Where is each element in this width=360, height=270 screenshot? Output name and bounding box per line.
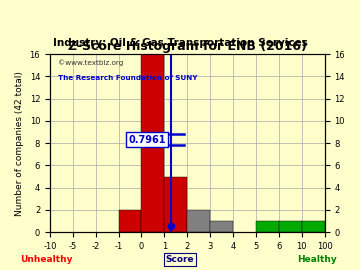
Text: ©www.textbiz.org: ©www.textbiz.org <box>58 59 123 66</box>
Bar <box>141 54 165 232</box>
Text: 0.7961: 0.7961 <box>129 134 166 144</box>
Bar <box>256 221 279 232</box>
Text: Score: Score <box>166 255 194 264</box>
Y-axis label: Number of companies (42 total): Number of companies (42 total) <box>15 71 24 215</box>
Text: Industry: Oil & Gas Transportation Services: Industry: Oil & Gas Transportation Servi… <box>53 38 307 48</box>
Bar <box>165 177 187 232</box>
Title: Z-Score Histogram for ENB (2016): Z-Score Histogram for ENB (2016) <box>68 40 307 53</box>
Bar <box>279 221 302 232</box>
Bar <box>118 210 141 232</box>
Text: Healthy: Healthy <box>297 255 337 264</box>
Bar <box>302 221 325 232</box>
Bar <box>210 221 233 232</box>
Text: Unhealthy: Unhealthy <box>21 255 73 264</box>
Text: The Research Foundation of SUNY: The Research Foundation of SUNY <box>58 75 198 81</box>
Bar <box>187 210 210 232</box>
